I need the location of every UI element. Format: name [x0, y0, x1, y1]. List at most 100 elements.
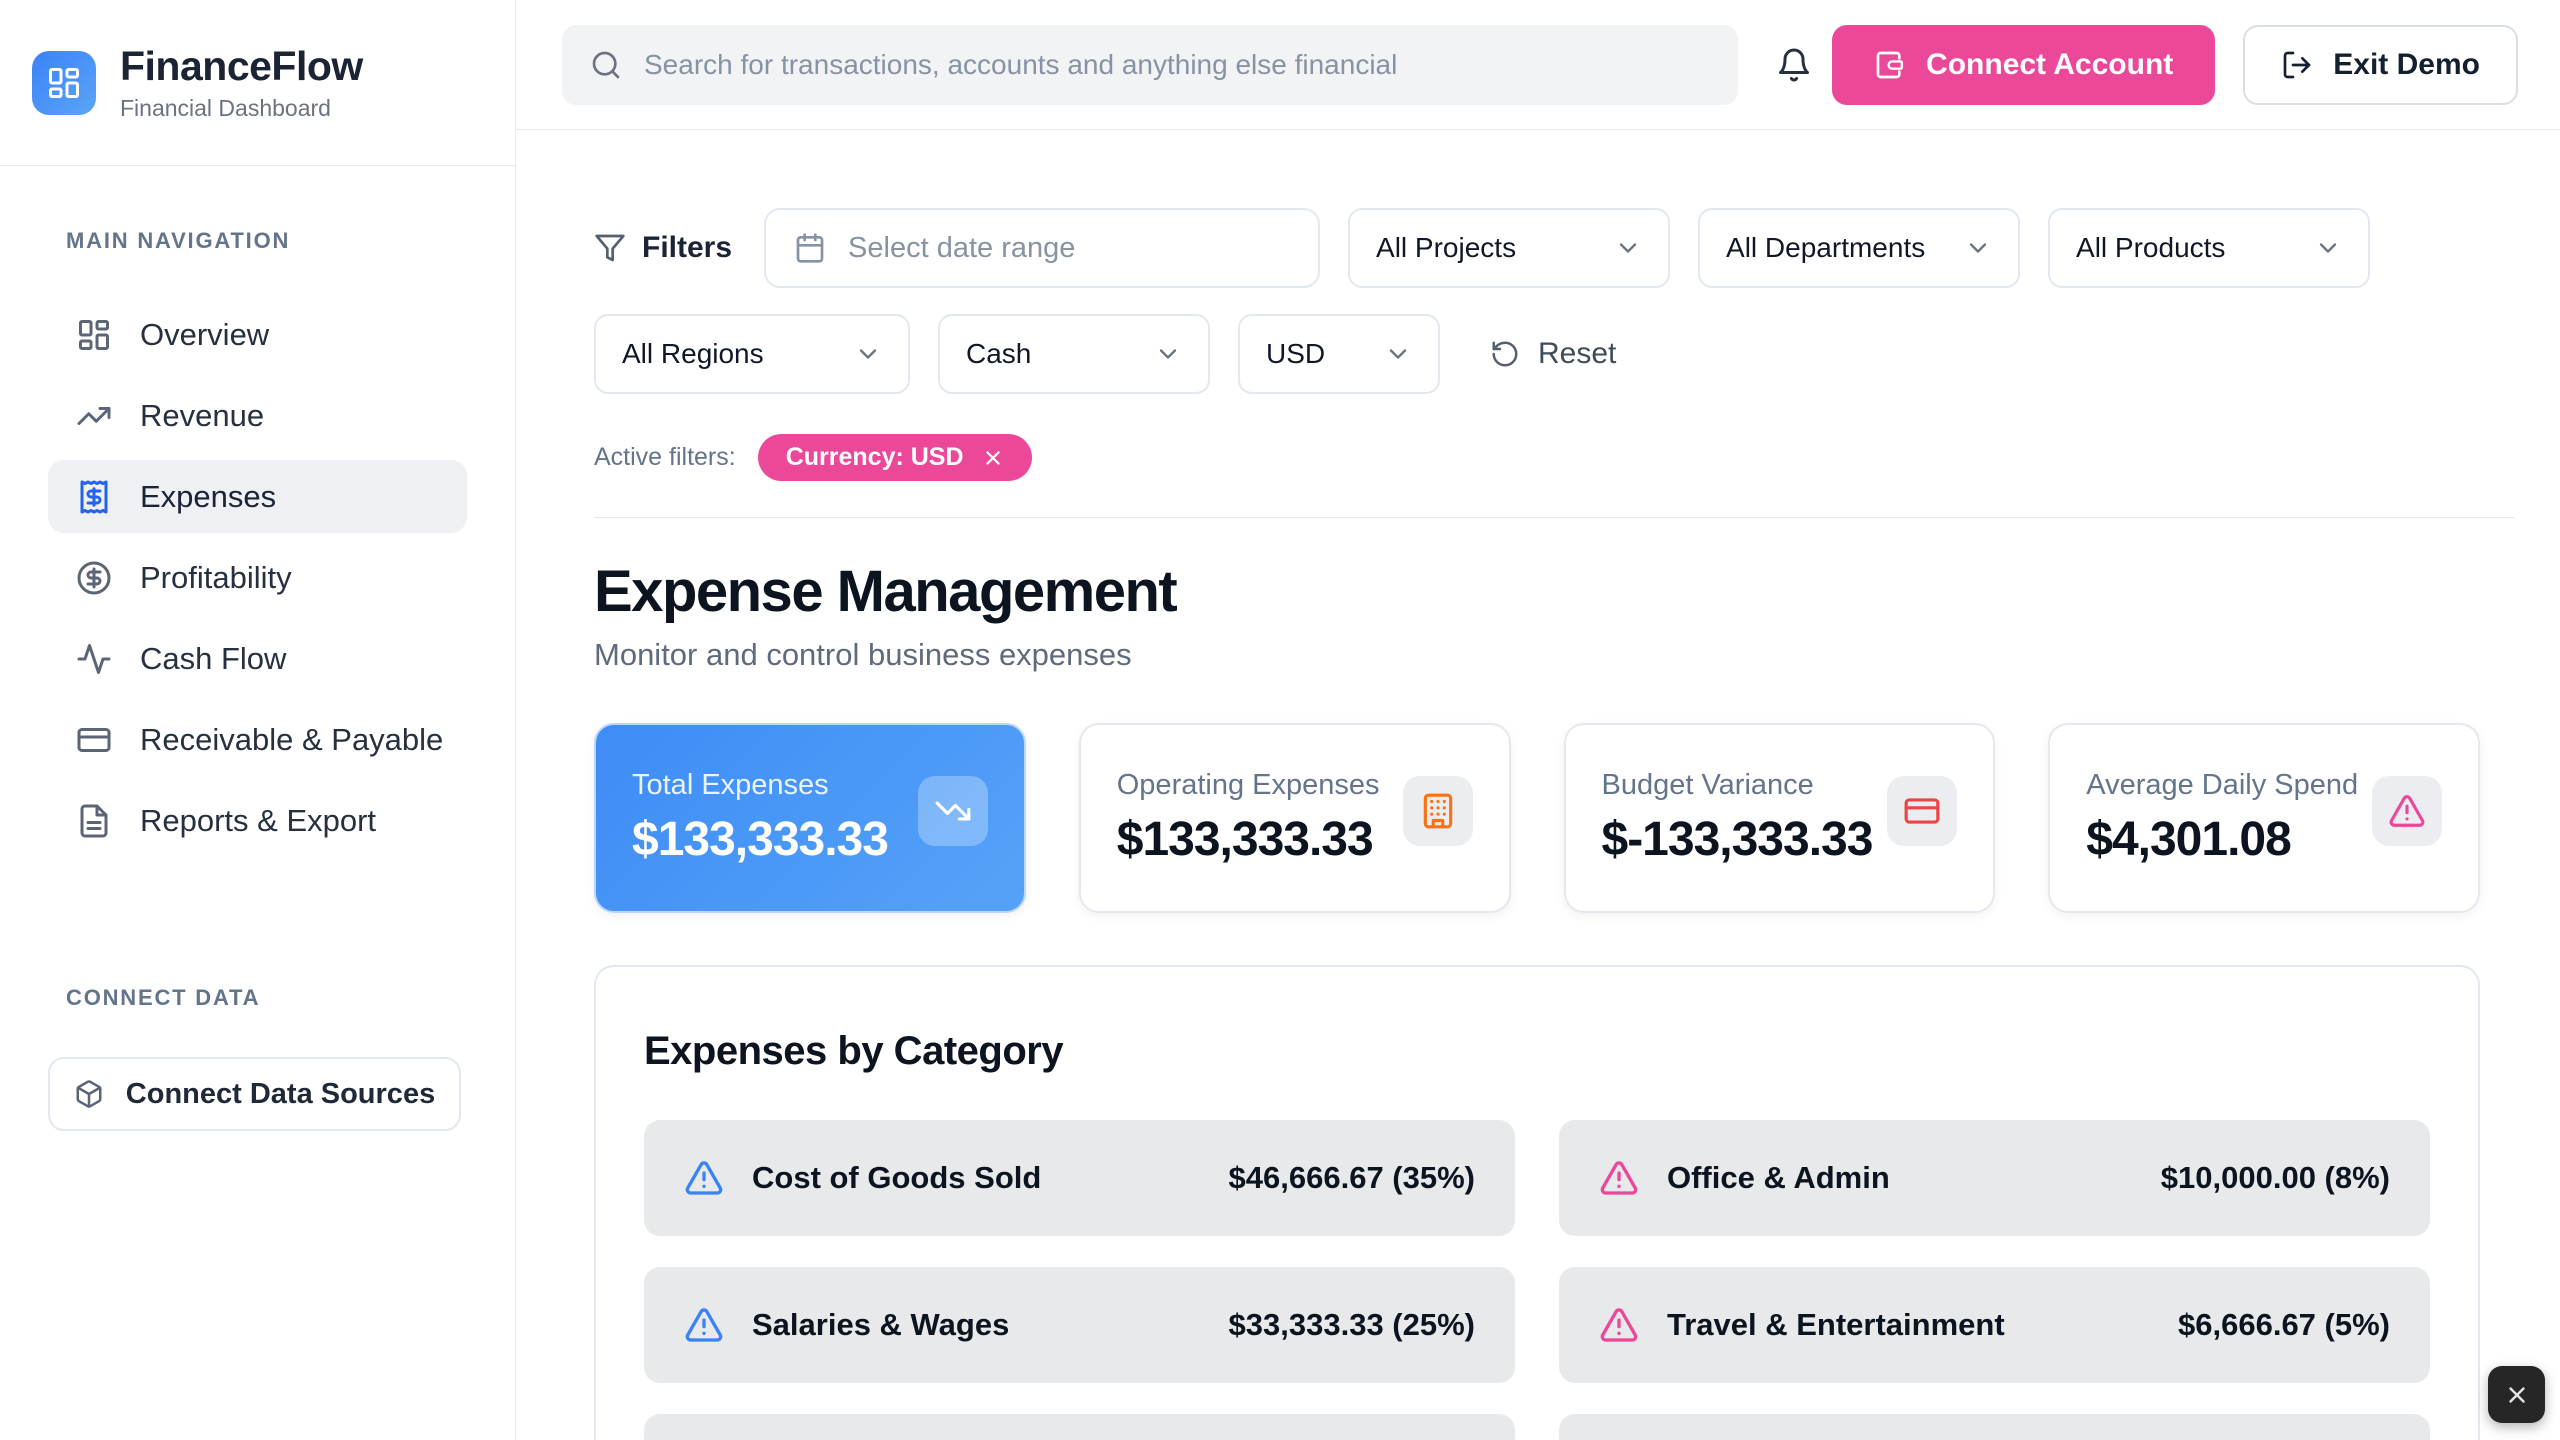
currency-select[interactable]: USD	[1238, 314, 1440, 394]
reset-label: Reset	[1538, 337, 1617, 370]
log-out-icon	[2283, 51, 2311, 78]
stat-card-operating-expenses: Operating Expenses $133,333.33	[1078, 723, 1511, 913]
alert-triangle-icon	[685, 1308, 723, 1342]
chevron-down-icon	[859, 349, 877, 359]
nav-section-label: MAIN NAVIGATION	[66, 228, 291, 253]
main-column: Connect Account Exit Demo Filters Select…	[516, 0, 2560, 1440]
category-label: Cost of Goods Sold	[752, 1160, 1042, 1195]
circle-dollar-icon	[77, 561, 111, 594]
brand-subtitle: Financial Dashboard	[120, 95, 331, 121]
expenses-by-category-title: Expenses by Category	[644, 1029, 1064, 1073]
dashboard-icon	[79, 319, 109, 350]
sidebar-item-label: Cash Flow	[140, 640, 287, 676]
stat-card-label: Budget Variance	[1601, 769, 1814, 801]
credit-card-icon	[1904, 798, 1940, 824]
category-row-cost-of-goods-sold: Cost of Goods Sold $46,666.67 (35%)	[644, 1120, 1515, 1236]
chevron-down-icon	[1969, 243, 1987, 253]
main-navigation: Overview Revenue Expenses Profitability Cash…	[48, 298, 467, 857]
calendar-icon	[796, 233, 824, 263]
close-icon[interactable]	[982, 447, 1004, 469]
filter-funnel-icon	[595, 234, 625, 262]
sidebar-item-receivable-payable[interactable]: Receivable & Payable	[48, 703, 467, 776]
package-icon	[76, 1080, 102, 1108]
filters-row-2: All Regions Cash USD Reset	[594, 314, 2514, 394]
sidebar-item-profitability[interactable]: Profitability	[48, 541, 467, 614]
connect-account-button[interactable]: Connect Account	[1832, 24, 2216, 105]
brand-title: FinanceFlow	[120, 43, 363, 89]
section-divider	[594, 517, 2514, 518]
category-label: Travel & Entertainment	[1667, 1307, 2005, 1342]
currency-filter-chip-label: Currency: USD	[785, 443, 964, 471]
sidebar-item-overview[interactable]: Overview	[48, 298, 467, 371]
trending-down-icon	[935, 801, 971, 821]
chevron-down-icon	[1619, 243, 1637, 253]
stat-card-label: Operating Expenses	[1116, 769, 1380, 801]
category-value: $46,666.67 (35%)	[1228, 1160, 1475, 1195]
search-input[interactable]	[562, 24, 1738, 105]
stat-cards: Total Expenses $133,333.33 Operating Expen…	[594, 723, 2480, 913]
regions-select-value: All Regions	[622, 338, 764, 369]
stat-card-label: Total Expenses	[632, 769, 829, 801]
exit-demo-label: Exit Demo	[2333, 47, 2480, 81]
content: Filters Select date range All Projects A…	[516, 130, 2560, 1440]
currency-select-value: USD	[1266, 338, 1326, 369]
page-subtitle: Monitor and control business expenses	[594, 637, 1132, 672]
stat-card-icon-box	[917, 776, 988, 846]
close-overlay-button[interactable]	[2488, 1366, 2545, 1423]
projects-select[interactable]: All Projects	[1348, 208, 1671, 288]
stat-card-text: Average Daily Spend $4,301.08	[2086, 769, 2358, 867]
alert-triangle-icon	[685, 1161, 723, 1195]
category-row-office-admin: Office & Admin $10,000.00 (8%)	[1559, 1120, 2430, 1236]
stat-card-text: Budget Variance $-133,333.33	[1601, 769, 1874, 867]
page-title: Expense Management	[594, 559, 1178, 624]
wallet-icon	[1876, 51, 1904, 78]
exit-demo-button[interactable]: Exit Demo	[2243, 24, 2518, 105]
search-bar	[562, 24, 1738, 105]
departments-select[interactable]: All Departments	[1698, 208, 2021, 288]
category-list: Cost of Goods Sold $46,666.67 (35%) Office…	[644, 1120, 2430, 1440]
sidebar-item-label: Reports & Export	[140, 802, 377, 838]
sidebar-item-cash-flow[interactable]: Cash Flow	[48, 622, 467, 695]
alert-triangle-icon	[2389, 795, 2425, 827]
brand: FinanceFlow Financial Dashboard	[0, 0, 515, 166]
file-text-icon	[80, 804, 108, 837]
category-row-salaries-wages: Salaries & Wages $33,333.33 (25%)	[644, 1267, 1515, 1383]
chevron-down-icon	[2319, 243, 2337, 253]
sidebar-item-reports-export[interactable]: Reports & Export	[48, 784, 467, 857]
rotate-ccw-icon	[1492, 341, 1518, 367]
category-label: Office & Admin	[1667, 1160, 1890, 1195]
payment-method-select[interactable]: Cash	[938, 314, 1210, 394]
sidebar-item-label: Profitability	[140, 559, 292, 595]
payment-method-select-value: Cash	[966, 338, 1032, 369]
connect-data-sources-button[interactable]: Connect Data Sources	[48, 1057, 461, 1131]
regions-select[interactable]: All Regions	[594, 314, 910, 394]
sidebar-item-label: Overview	[140, 316, 270, 352]
receipt-icon	[80, 480, 108, 513]
date-range-input[interactable]: Select date range	[764, 208, 1321, 288]
stat-card-icon-box	[1402, 776, 1473, 846]
category-row-marketing: Marketing$20,000.00 (15%)	[644, 1414, 1515, 1440]
category-value: $33,333.33 (25%)	[1228, 1307, 1475, 1342]
brand-text: FinanceFlow Financial Dashboard	[120, 43, 363, 122]
building-icon	[1423, 793, 1452, 829]
date-range-placeholder: Select date range	[848, 231, 1076, 264]
trending-up-icon	[77, 406, 111, 425]
category-label: Salaries & Wages	[752, 1307, 1010, 1342]
notifications-button[interactable]	[1776, 47, 1812, 83]
departments-select-value: All Departments	[1726, 232, 1926, 263]
sidebar-item-revenue[interactable]: Revenue	[48, 379, 467, 452]
stat-card-total-expenses: Total Expenses $133,333.33	[594, 723, 1026, 913]
stat-card-value: $133,333.33	[1116, 813, 1374, 866]
alert-triangle-icon	[1600, 1308, 1638, 1342]
projects-select-value: All Projects	[1376, 232, 1517, 263]
active-filters-label: Active filters:	[594, 443, 736, 471]
category-row-professional-services: Professional Services$3,333.33 (3%)	[1559, 1414, 2430, 1440]
sidebar-item-expenses[interactable]: Expenses	[48, 460, 467, 533]
currency-filter-chip[interactable]: Currency: USD	[757, 434, 1032, 481]
bell-icon	[1779, 48, 1809, 81]
products-select[interactable]: All Products	[2048, 208, 2371, 288]
reset-filters-button[interactable]: Reset	[1490, 337, 1616, 371]
app-logo-icon	[32, 50, 96, 115]
chevron-down-icon	[1389, 349, 1407, 359]
